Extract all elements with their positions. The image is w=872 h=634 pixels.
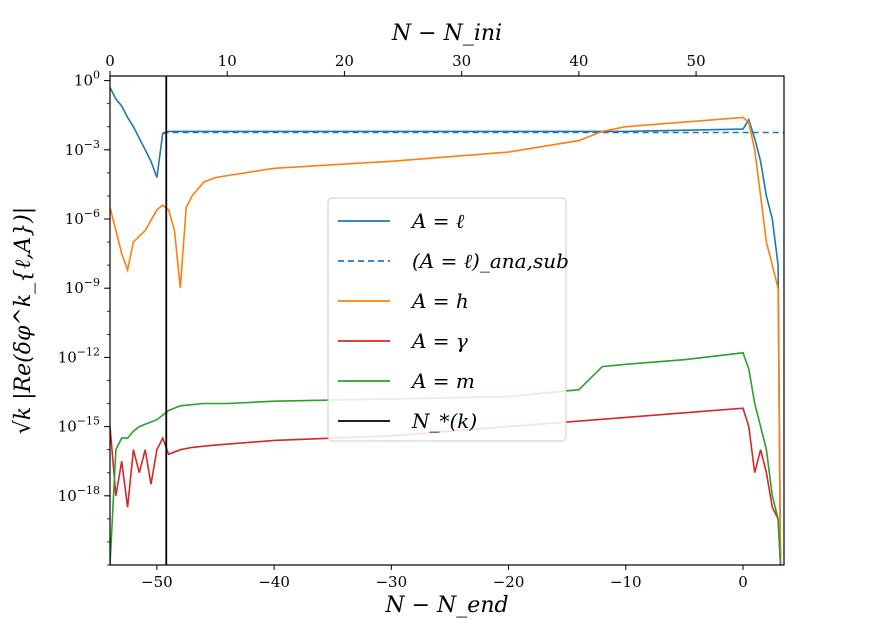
x-tick-label-2: −30 [375, 573, 407, 591]
x2-axis-label: N − N_ini [391, 21, 502, 46]
series-line-3 [110, 407, 782, 565]
legend-label-0: A = ℓ [410, 209, 465, 233]
y-axis-label: √k |Re(δφ^k_{ℓ,A})| [11, 207, 36, 434]
x2-tick-label-3: 30 [452, 52, 471, 70]
series-line-2 [110, 116, 782, 565]
legend-label-5: N_*(k) [411, 409, 477, 433]
x-axis-label: N − N_end [384, 593, 508, 618]
x2-tick-label-2: 20 [335, 52, 354, 70]
y-tick-label-0: 100 [74, 69, 100, 90]
y-tick-label-3: 10−9 [65, 276, 100, 297]
y-tick-label-2: 10−6 [65, 207, 100, 228]
series-line-0 [110, 87, 782, 565]
x2-tick-label-1: 10 [218, 52, 237, 70]
x-tick-label-1: −40 [258, 573, 290, 591]
y-tick-label-1: 10−3 [65, 138, 100, 159]
legend-label-2: A = h [410, 289, 469, 313]
legend-label-3: A = γ [410, 329, 468, 353]
x-tick-label-0: −50 [141, 573, 173, 591]
y-tick-label-6: 10−18 [58, 484, 100, 505]
y-tick-label-5: 10−15 [58, 415, 100, 436]
y-tick-label-4: 10−12 [58, 345, 100, 366]
x2-tick-label-5: 50 [687, 52, 706, 70]
x2-tick-label-4: 40 [569, 52, 588, 70]
x-tick-label-4: −10 [610, 573, 642, 591]
x2-tick-label-0: 0 [105, 52, 115, 70]
legend-label-4: A = m [410, 369, 475, 393]
x-tick-label-5: 0 [738, 573, 748, 591]
plot-frame [109, 75, 785, 566]
legend-box [327, 197, 567, 442]
x-tick-label-3: −20 [493, 573, 525, 591]
legend-label-1: (A = ℓ)_ana,sub [412, 249, 569, 273]
